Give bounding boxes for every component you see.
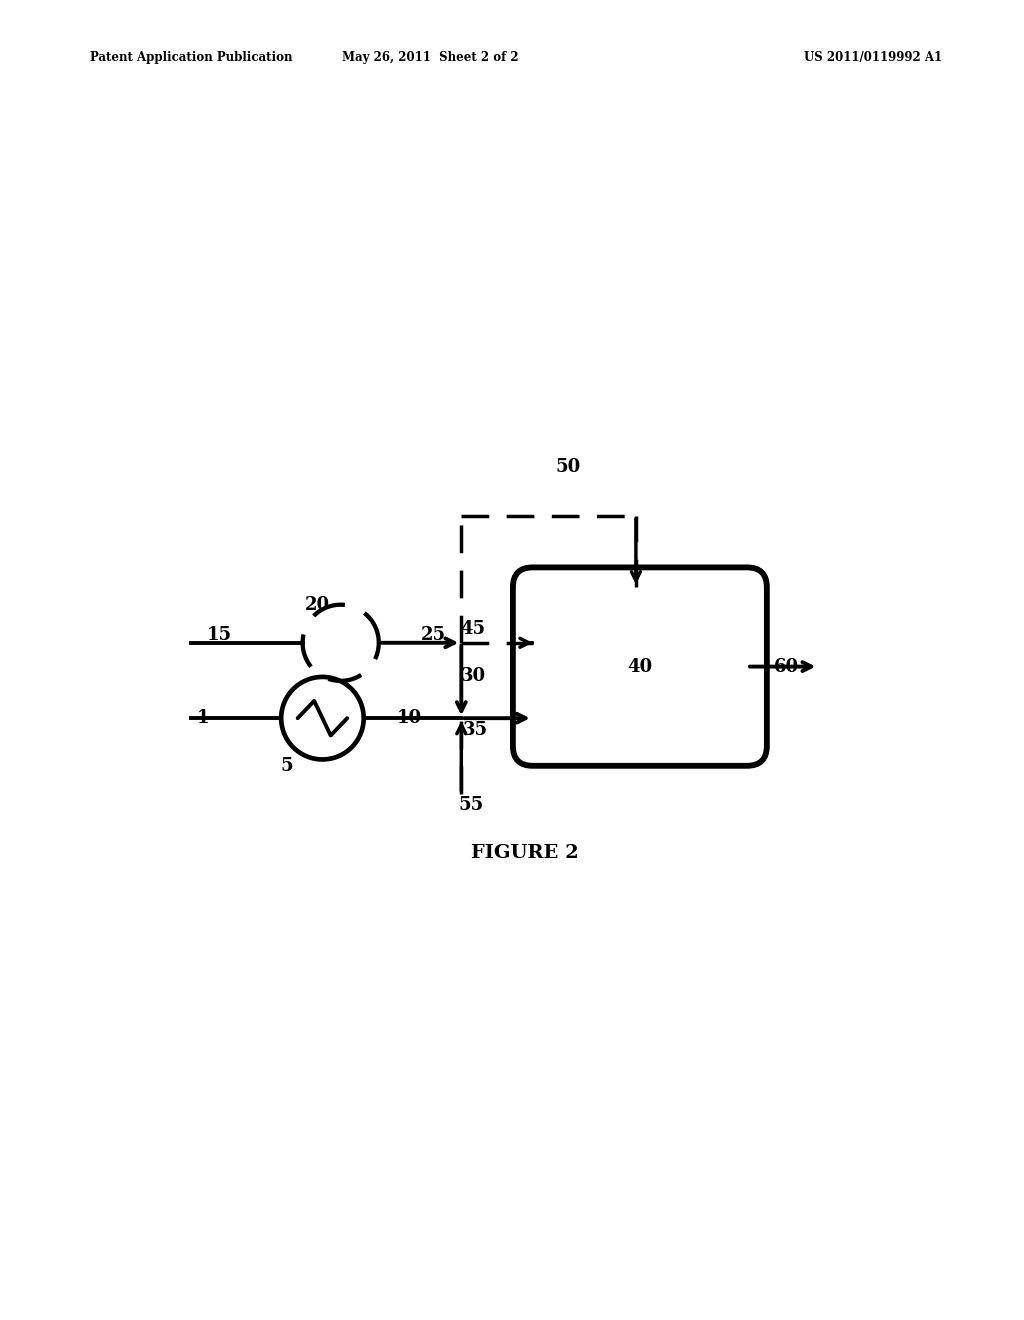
Text: 55: 55 bbox=[458, 796, 483, 814]
Text: FIGURE 2: FIGURE 2 bbox=[471, 843, 579, 862]
Text: 5: 5 bbox=[281, 756, 293, 775]
Text: 25: 25 bbox=[421, 626, 446, 644]
Text: Patent Application Publication: Patent Application Publication bbox=[90, 51, 293, 65]
Text: 35: 35 bbox=[462, 721, 487, 739]
Text: 45: 45 bbox=[461, 619, 485, 638]
Text: 40: 40 bbox=[628, 657, 652, 676]
Text: 50: 50 bbox=[556, 458, 581, 477]
Text: 30: 30 bbox=[461, 667, 485, 685]
Text: 10: 10 bbox=[397, 709, 422, 727]
Text: 20: 20 bbox=[304, 595, 330, 614]
FancyBboxPatch shape bbox=[513, 568, 767, 766]
Text: US 2011/0119992 A1: US 2011/0119992 A1 bbox=[804, 51, 942, 65]
Text: 1: 1 bbox=[198, 709, 210, 727]
Text: 15: 15 bbox=[207, 626, 231, 644]
Text: May 26, 2011  Sheet 2 of 2: May 26, 2011 Sheet 2 of 2 bbox=[342, 51, 518, 65]
Text: 60: 60 bbox=[774, 657, 800, 676]
